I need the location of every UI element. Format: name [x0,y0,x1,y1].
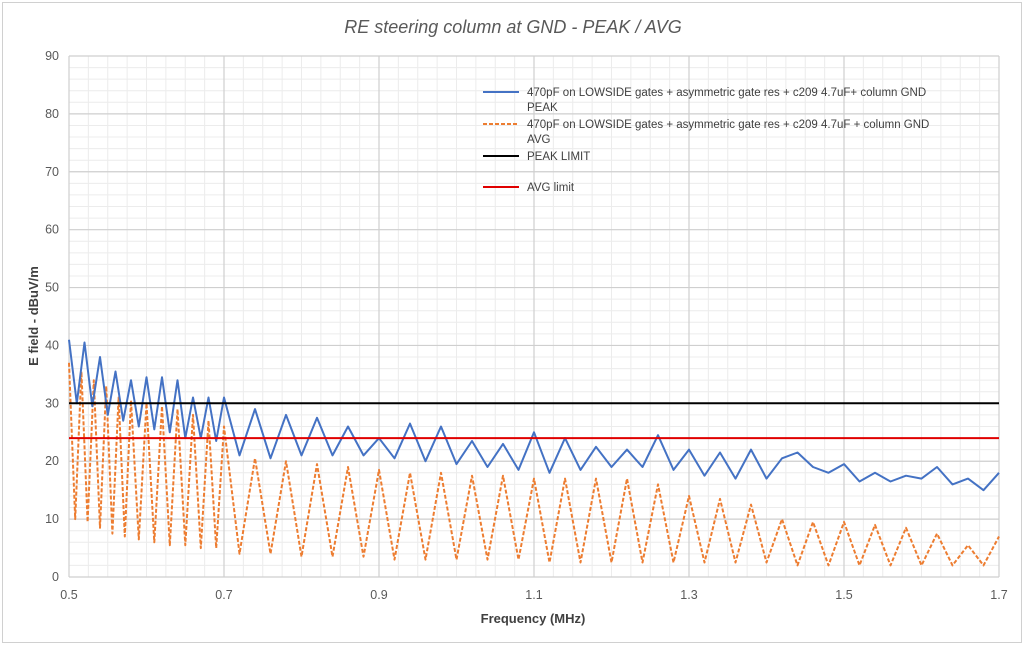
x-tick-label: 0.9 [370,588,387,602]
y-tick-label: 50 [45,281,59,295]
y-tick-label: 10 [45,512,59,526]
legend-label-1: 470pF on LOWSIDE gates + asymmetric gate… [527,119,929,131]
y-tick-label: 60 [45,223,59,237]
y-tick-label: 0 [52,570,59,584]
series-line-1 [68,362,1000,567]
x-tick-label: 0.7 [215,588,232,602]
series-layer [68,339,1000,567]
legend-label-2: PEAK LIMIT [527,151,590,163]
y-tick-label: 40 [45,338,59,352]
legend-label-0: PEAK [527,102,558,114]
x-axis-label: Frequency (MHz) [481,611,586,626]
legend-label-1: AVG [527,134,550,146]
y-tick-label: 80 [45,107,59,121]
x-tick-label: 1.7 [990,588,1007,602]
x-tick-label: 1.5 [835,588,852,602]
x-tick-label: 1.3 [680,588,697,602]
y-axis-label: E field - dBuV/m [26,266,41,366]
gridlines [68,55,1000,578]
y-tick-label: 20 [45,454,59,468]
x-tick-label: 1.1 [525,588,542,602]
legend: 470pF on LOWSIDE gates + asymmetric gate… [483,87,929,194]
y-tick-label: 30 [45,396,59,410]
chart-svg: RE steering column at GND - PEAK / AVG 0… [26,17,1008,626]
y-tick-label: 70 [45,165,59,179]
chart-title: RE steering column at GND - PEAK / AVG [344,17,681,37]
axis-ticks: 0.5 0.7 0.9 1.1 1.3 1.5 1.7 0 10 20 30 40 50 60 70 80 90 [45,49,1008,602]
x-tick-label: 0.5 [60,588,77,602]
legend-label-3: AVG limit [527,182,575,194]
y-tick-label: 90 [45,49,59,63]
legend-label-0: 470pF on LOWSIDE gates + asymmetric gate… [527,87,926,99]
series-line-0 [68,339,1000,492]
